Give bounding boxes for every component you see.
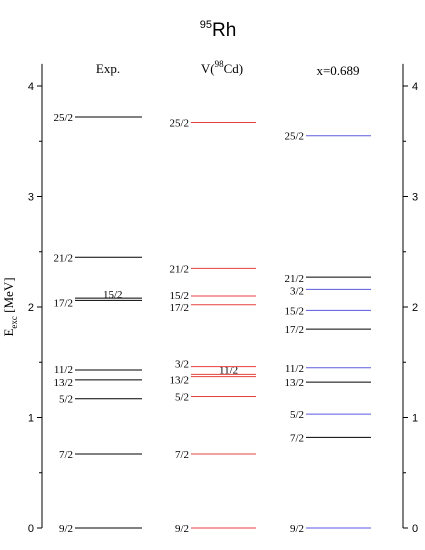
level-label-exp: 15/2 (103, 289, 123, 301)
level-label-exp: 21/2 (53, 252, 73, 264)
left-tick-label: 0 (28, 523, 34, 535)
y-axis-label-rest: [MeV] (1, 277, 16, 316)
level-label-vcd: 7/2 (175, 449, 189, 461)
level-label-vcd: 15/2 (169, 290, 189, 302)
level-label-vcd: 11/2 (219, 364, 238, 376)
level-label-vcd: 21/2 (169, 263, 189, 275)
axes: 0 0 1 1 2 2 3 3 4 4 (28, 63, 418, 535)
level-label-vcd: 17/2 (169, 302, 189, 314)
level-label-exp: 11/2 (54, 364, 73, 376)
level-label-x0689: 21/2 (284, 273, 304, 285)
level-label-x0689: 5/2 (290, 409, 304, 421)
right-tick-label: 3 (412, 192, 418, 204)
column-header-vcd-rest: Cd) (224, 61, 244, 76)
left-tick-label: 1 (28, 413, 34, 425)
level-label-exp: 17/2 (53, 297, 73, 309)
y-axis-label-base: E (1, 329, 16, 337)
level-label-x0689: 3/2 (290, 285, 304, 297)
right-tick-label: 1 (412, 413, 418, 425)
chart-title: 95Rh (200, 19, 237, 41)
column-header-vcd-superscript: 98 (215, 59, 225, 69)
right-tick-label: 4 (412, 81, 418, 93)
level-label-x0689: 9/2 (290, 523, 304, 535)
chart-title-superscript: 95 (200, 19, 212, 31)
level-label-vcd: 25/2 (169, 117, 189, 129)
level-label-exp: 7/2 (59, 449, 73, 461)
level-label-x0689: 7/2 (290, 432, 304, 444)
left-tick-label: 2 (28, 302, 34, 314)
chart-title-base: Rh (212, 20, 236, 41)
level-label-vcd: 3/2 (175, 359, 189, 371)
levels: 9/27/25/213/211/217/215/221/225/29/27/25… (53, 112, 371, 535)
column-header-vcd-base: V( (201, 61, 215, 76)
level-label-x0689: 13/2 (284, 377, 304, 389)
column-header-x: x=0.689 (316, 63, 359, 78)
left-tick-label: 4 (28, 81, 34, 93)
level-label-x0689: 17/2 (284, 324, 304, 336)
level-label-vcd: 13/2 (169, 375, 189, 387)
level-label-x0689: 25/2 (284, 131, 304, 143)
level-label-x0689: 15/2 (284, 305, 304, 317)
level-label-exp: 13/2 (53, 377, 73, 389)
y-axis-label-subscript: exc (9, 316, 19, 329)
level-label-exp: 5/2 (59, 394, 73, 406)
column-header-exp: Exp. (96, 61, 120, 76)
level-label-x0689: 11/2 (285, 363, 304, 375)
left-tick-label: 3 (28, 192, 34, 204)
level-label-exp: 25/2 (53, 112, 73, 124)
y-axis-label: Eexc [MeV] (1, 277, 19, 336)
right-tick-label: 2 (412, 302, 418, 314)
right-tick-label: 0 (412, 523, 418, 535)
column-header-vcd: V(98Cd) (201, 59, 243, 76)
level-label-vcd: 9/2 (175, 523, 189, 535)
level-label-vcd: 5/2 (175, 392, 189, 404)
level-label-exp: 9/2 (59, 523, 73, 535)
